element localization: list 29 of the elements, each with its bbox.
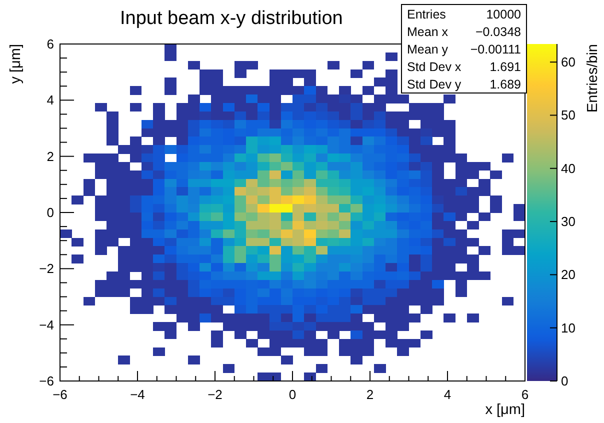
x-tick-label: 4 [444,387,452,402]
color-bar-label: 0 [561,374,568,388]
color-bar-title: Entries/bin [585,44,601,113]
y-tick-label: −6 [39,374,54,388]
x-tick-label: 0 [288,387,296,402]
y-axis-title: y [μm] [8,44,24,84]
x-tick-label: −4 [130,387,145,402]
y-tick-label: 2 [46,148,54,164]
text: Std Dev y 1.689 [407,77,521,92]
color-bar-label: 60 [561,54,576,70]
y-tick-label: −4 [39,317,54,332]
chart-title: Input beam x-y distribution [120,8,343,29]
color-bar-label: 30 [561,214,576,230]
color-bar-label: 50 [561,108,576,123]
text: Std Dev x 1.691 [407,60,521,74]
x-tick-label: 2 [366,387,374,402]
text: Entries 10000 [407,8,521,22]
color-bar-label: 10 [561,320,576,336]
x-tick-label: −2 [208,387,222,402]
color-bar-label: 20 [561,267,576,282]
y-tick-label: 6 [46,36,54,52]
text: Mean y −0.00111 [407,42,521,56]
color-bar-label: 40 [561,160,576,176]
y-tick-label: 4 [46,92,54,108]
x-tick-label: 6 [521,387,529,402]
text: Mean x −0.0348 [407,25,521,40]
y-tick-label: 0 [46,205,54,220]
x-axis-title: x [μm] [485,402,525,418]
y-tick-label: −2 [39,261,54,276]
